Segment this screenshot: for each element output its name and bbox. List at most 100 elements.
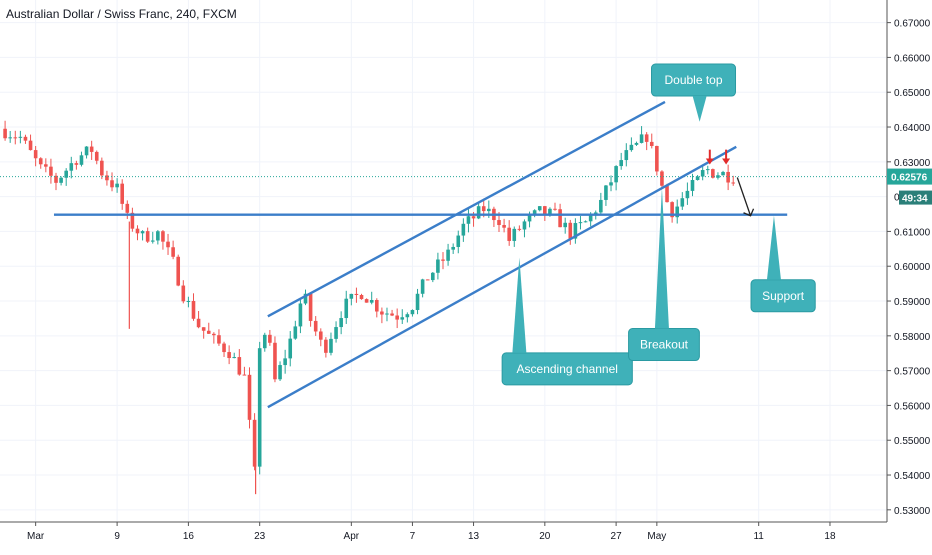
candle-body — [670, 202, 674, 218]
candle-body — [145, 231, 150, 242]
candle-body — [161, 231, 165, 242]
candle-body — [8, 137, 12, 139]
candle — [726, 164, 730, 191]
time-tick-label: 7 — [410, 531, 416, 542]
candle-body — [451, 246, 455, 250]
candle — [614, 165, 618, 191]
arrow-head — [705, 158, 714, 165]
candle — [232, 352, 237, 359]
candle-body — [619, 160, 624, 167]
time-tick-label: 27 — [611, 531, 623, 542]
candle-body — [186, 300, 191, 302]
candle-body — [18, 136, 23, 138]
candle — [18, 130, 23, 144]
channel-lower-line — [267, 145, 737, 409]
candle — [54, 172, 58, 191]
candle-body — [201, 327, 206, 331]
callout-text: Ascending channel — [517, 362, 618, 376]
candle-body — [191, 300, 196, 319]
price-tick-label: 0.64000 — [894, 123, 931, 134]
candle-body — [487, 208, 491, 212]
candle — [568, 219, 573, 245]
candle — [415, 288, 420, 315]
red-arrow-left — [705, 149, 714, 165]
candle-body — [329, 338, 333, 353]
candle-body — [135, 228, 140, 234]
candle — [191, 293, 196, 321]
candle — [425, 279, 430, 281]
candle-body — [593, 212, 598, 215]
candle-body — [150, 240, 155, 242]
candle-body — [385, 313, 389, 315]
candle — [573, 218, 578, 244]
candle-body — [446, 249, 450, 261]
candle-body — [49, 166, 53, 176]
candle-body — [604, 185, 608, 200]
candle-body — [115, 183, 119, 188]
candle — [171, 240, 175, 260]
candle — [537, 206, 542, 212]
candle — [247, 367, 252, 429]
candle — [324, 337, 328, 358]
candle-body — [466, 216, 471, 224]
candle — [721, 170, 725, 176]
candle-body — [609, 182, 613, 186]
candle — [110, 172, 114, 192]
candle-body — [700, 170, 705, 177]
price-tick-label: 0.54000 — [894, 471, 931, 482]
candle — [563, 217, 567, 234]
candle — [492, 206, 496, 227]
candle-body — [502, 225, 506, 228]
countdown-label: 49:34 — [902, 194, 928, 205]
candle — [456, 230, 461, 254]
candle-body — [456, 235, 461, 247]
candle-body — [318, 331, 323, 340]
countdown-box — [899, 190, 932, 205]
grid — [0, 0, 887, 522]
candle — [13, 130, 18, 145]
price-axis: 0.53000 0.54000 0.55000 0.56000 0.57000 0.580… — [886, 0, 932, 550]
candle — [700, 164, 705, 181]
candle — [507, 220, 511, 246]
candle-body — [171, 247, 175, 257]
candle — [655, 145, 659, 176]
price-tick-label: 0.56000 — [894, 401, 931, 412]
candle-body — [196, 318, 201, 328]
candle — [237, 349, 242, 376]
black-arrow-down — [736, 177, 755, 217]
candle-body — [726, 171, 730, 183]
candle-body — [84, 146, 89, 156]
current-price-box — [887, 168, 932, 185]
candle — [308, 292, 313, 327]
candle — [94, 150, 99, 165]
candle-body — [425, 279, 430, 281]
candle — [217, 329, 221, 346]
price-tick-label: 0.58000 — [894, 332, 931, 343]
price-tick-label: 0.59000 — [894, 297, 931, 308]
candle — [690, 173, 695, 197]
candle — [431, 271, 435, 283]
candle — [512, 226, 517, 247]
candle — [33, 146, 38, 167]
candle — [257, 341, 262, 475]
candle — [599, 192, 603, 215]
candle-body — [242, 374, 247, 376]
candle-body — [308, 293, 313, 321]
candle-body — [262, 334, 267, 349]
candle — [212, 332, 216, 344]
candle — [288, 331, 293, 367]
candle — [461, 218, 466, 242]
candle-body — [44, 164, 48, 167]
candle-body — [156, 231, 160, 241]
candle — [181, 280, 186, 304]
candle-body — [390, 313, 394, 316]
candle — [334, 321, 338, 343]
candle — [161, 230, 165, 250]
candle-body — [405, 314, 410, 318]
candle-body — [364, 299, 369, 303]
candle — [517, 225, 522, 232]
candle — [670, 201, 674, 223]
candle-body — [217, 335, 221, 344]
candle-body — [420, 279, 425, 294]
